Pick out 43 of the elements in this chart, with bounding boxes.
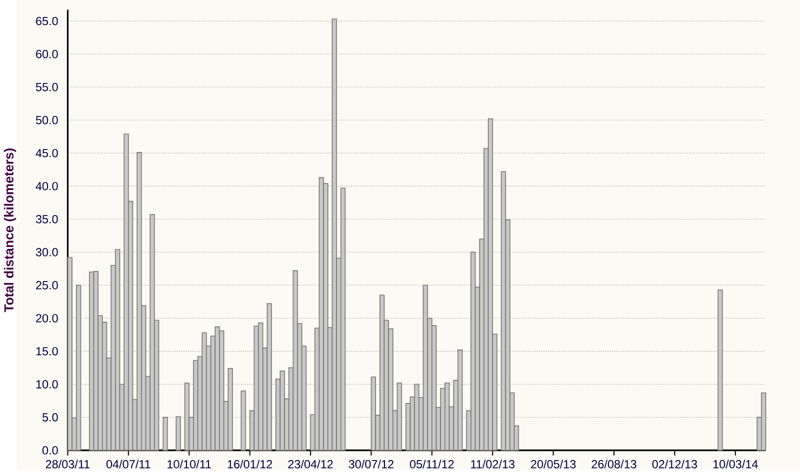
y-tick-label: 25.0 [36,280,58,290]
y-tick-label: 35.0 [36,214,58,224]
bar [202,332,207,451]
bar [396,382,402,451]
bar [266,303,272,451]
x-tick-label: 05/11/12 [410,460,454,468]
bar [176,416,181,451]
y-tick-label: 20.0 [36,314,58,322]
x-tick-label: 10/10/11 [168,460,211,468]
bar [162,416,168,451]
bar [136,152,142,451]
x-tick-label: 16/01/12 [228,460,272,468]
bar [379,294,385,451]
bar [228,368,233,451]
y-tick-label: 65.0 [36,16,58,26]
bar [340,188,346,451]
bar [124,133,129,451]
y-tick-label: 5.0 [42,413,58,422]
y-tick-label: 45.0 [36,148,58,158]
x-tick-label: 10/03/14 [713,460,758,468]
x-tick-label: 28/03/11 [46,460,90,468]
y-tick-label: 15.0 [36,346,58,356]
y-tick-label: 50.0 [36,116,58,124]
y-tick-label: 60.0 [36,50,58,58]
bar [150,214,155,451]
x-tick-label: 20/05/13 [531,460,576,468]
x-tick-label: 30/07/12 [348,460,394,468]
bar [258,322,264,451]
y-tick-label: 30.0 [36,248,58,256]
x-tick-label: 04/07/11 [106,460,150,468]
x-tick-label: 26/08/13 [592,460,636,468]
y-axis-title: Total distance (kilometers) [4,148,16,312]
x-tick-label: 23/04/12 [288,460,333,468]
y-tick-label: 0.0 [42,446,58,454]
x-tick-label: 02/12/13 [652,460,698,468]
bar [240,390,246,451]
y-tick-label: 40.0 [36,182,58,190]
y-tick-label: 55.0 [36,82,58,92]
x-tick-label: 11/02/13 [471,460,515,468]
bar [67,256,72,451]
bar [718,289,723,451]
y-tick-label: 10.0 [36,380,58,388]
bar [414,384,420,451]
